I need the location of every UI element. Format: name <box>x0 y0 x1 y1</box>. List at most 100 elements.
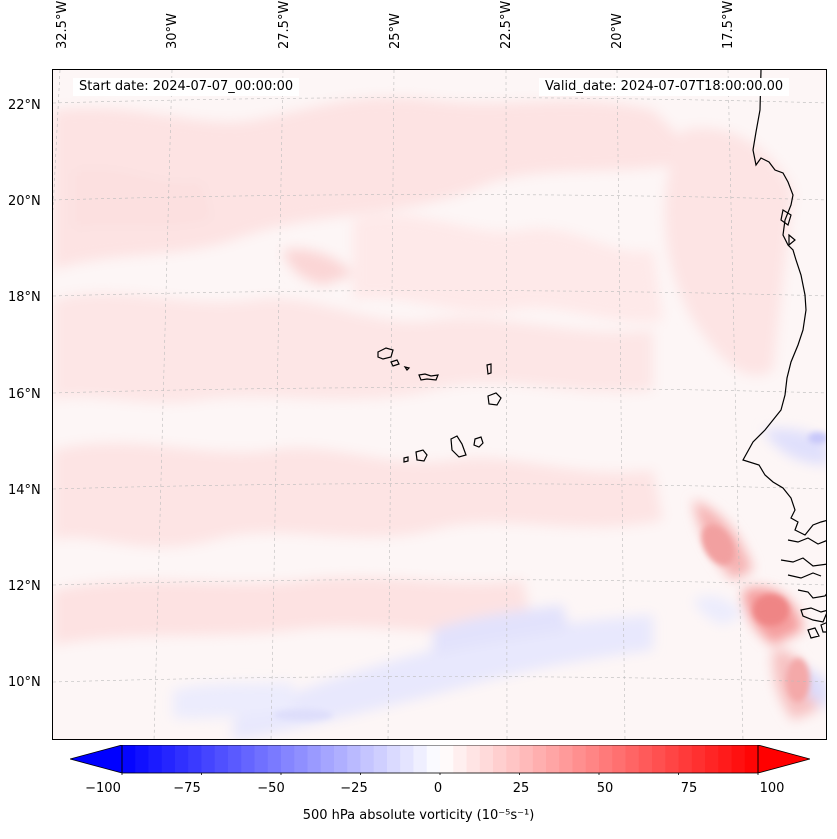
lon-label-22-5w: 22.5°W <box>499 0 514 49</box>
colorbar-cell <box>440 745 454 773</box>
colorbar-cell <box>201 745 216 773</box>
start-date-label: Start date: 2024-07-07_00:00:00 <box>73 78 300 96</box>
lat-label-20n: 20°N <box>8 194 41 209</box>
colorbar-cell <box>373 745 388 773</box>
lat-label-14n: 14°N <box>8 483 41 498</box>
lat-label-18n: 18°N <box>8 290 41 305</box>
colorbar-cell <box>413 745 428 773</box>
colorbar-cell <box>188 745 202 773</box>
colorbar-cell <box>334 745 348 773</box>
colorbar-cell <box>453 745 467 773</box>
colorbar-cell <box>546 745 560 773</box>
colorbar-cell <box>479 745 494 773</box>
island-brava <box>403 456 409 463</box>
colorbar-cell <box>744 745 759 773</box>
colorbar-cell <box>691 745 706 773</box>
island-sal <box>486 363 492 375</box>
colorbar-cell <box>294 745 308 773</box>
colorbar-cell <box>585 745 600 773</box>
coastline-bijagos <box>787 572 822 579</box>
colorbar-tick-marks <box>121 773 759 775</box>
colorbar-cell <box>731 745 746 773</box>
colorbar-cell <box>135 745 149 773</box>
island-fogo <box>415 449 428 462</box>
valid-date-label: Valid_date: 2024-07-07T18:00:00.00 <box>539 78 790 96</box>
colorbar-cell <box>320 745 335 773</box>
island-maio <box>473 436 484 448</box>
lon-label-20w: 20°W <box>610 13 625 49</box>
colorbar-cell <box>347 745 361 773</box>
island-santo-antao <box>377 347 394 360</box>
colorbar-cell <box>281 745 295 773</box>
island-small <box>807 627 820 639</box>
colorbar-label: 500 hPa absolute vorticity (10⁻⁵s⁻¹) <box>302 808 535 823</box>
cb-tick-neg75: −75 <box>173 781 201 796</box>
cape-verde-islands <box>377 347 502 463</box>
cb-tick-neg25: −25 <box>340 781 368 796</box>
coast-inlet <box>780 209 792 226</box>
colorbar <box>70 745 810 775</box>
coastline-gambia <box>787 537 826 545</box>
colorbar-cell <box>175 745 189 773</box>
colorbar-cell <box>161 745 176 773</box>
colorbar-cell <box>665 745 679 773</box>
colorbar-cell <box>267 745 282 773</box>
lat-label-16n: 16°N <box>8 387 41 402</box>
colorbar-cell <box>122 745 136 773</box>
lon-label-17-5w: 17.5°W <box>721 0 736 49</box>
island-santiago <box>450 435 467 458</box>
coastline-guinea-bissau <box>780 557 826 567</box>
lon-label-27-5w: 27.5°W <box>277 0 292 49</box>
map-panel[interactable] <box>52 69 827 740</box>
colorbar-cell <box>360 745 375 773</box>
cb-tick-75: 75 <box>680 781 698 796</box>
cb-tick-50: 50 <box>596 781 614 796</box>
colorbar-cell <box>559 745 573 773</box>
vorticity-map <box>53 70 826 739</box>
island-sao-nicolau <box>418 373 439 381</box>
colorbar-cell <box>400 745 414 773</box>
colorbar-cell <box>625 745 640 773</box>
island-boa-vista <box>487 392 502 406</box>
island-small-2 <box>820 622 826 633</box>
colorbar-cell <box>506 745 520 773</box>
colorbar-cell <box>426 745 441 773</box>
vorticity-shading <box>53 97 826 739</box>
cb-tick-100: 100 <box>759 781 785 796</box>
lat-label-12n: 12°N <box>8 579 41 594</box>
vorticity-maxima <box>273 432 826 721</box>
colorbar-cell <box>519 745 534 773</box>
lat-label-10n: 10°N <box>8 675 41 690</box>
colorbar-cell <box>572 745 587 773</box>
african-coastline <box>742 70 826 639</box>
colorbar-cell <box>387 745 401 773</box>
lon-label-25w: 25°W <box>388 13 403 49</box>
cb-tick-25: 25 <box>512 781 530 796</box>
coastline-guinea <box>797 589 826 599</box>
colorbar-cell <box>678 745 693 773</box>
cb-tick-neg50: −50 <box>257 781 285 796</box>
colorbar-cell <box>228 745 242 773</box>
lon-label-30w: 30°W <box>165 13 180 49</box>
colorbar-cell <box>652 745 666 773</box>
coastline-mauritania-senegal <box>742 70 826 536</box>
colorbar-cell <box>241 745 255 773</box>
colorbar-cell <box>148 745 163 773</box>
colorbar-cell <box>466 745 481 773</box>
colorbar-cell <box>612 745 626 773</box>
coast-inlet-2 <box>788 233 796 247</box>
colorbar-max-extend <box>757 745 810 774</box>
colorbar-cell <box>307 745 322 773</box>
colorbar-cell <box>718 745 732 773</box>
island-santa-luzia <box>403 366 411 371</box>
cb-tick-0: 0 <box>433 781 443 796</box>
cb-tick-neg100: −100 <box>85 781 121 796</box>
lat-label-22n: 22°N <box>8 98 41 113</box>
colorbar-cells <box>122 745 759 773</box>
lon-label-32-5w: 32.5°W <box>55 0 70 49</box>
graticule <box>53 70 826 739</box>
island-sao-vicente <box>390 359 400 367</box>
colorbar-cell <box>599 745 613 773</box>
island-los <box>800 607 826 623</box>
colorbar-min-extend <box>70 745 123 774</box>
